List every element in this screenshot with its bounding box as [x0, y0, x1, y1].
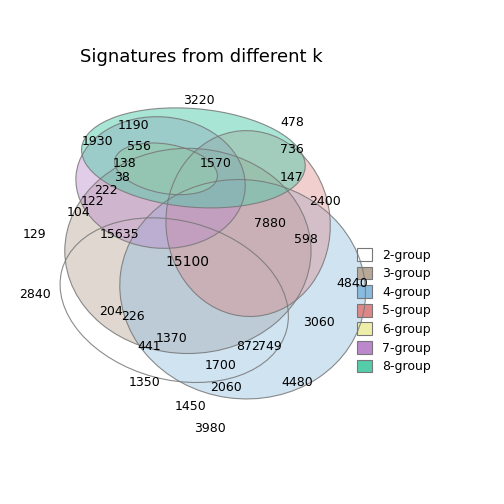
Text: 222: 222	[94, 184, 117, 197]
Ellipse shape	[120, 179, 365, 399]
Text: 138: 138	[113, 157, 137, 170]
Text: 3060: 3060	[303, 316, 335, 329]
Text: 556: 556	[127, 141, 151, 153]
Text: 4840: 4840	[336, 277, 368, 290]
Text: 1190: 1190	[117, 118, 149, 132]
Text: 38: 38	[114, 170, 130, 183]
Text: 1370: 1370	[156, 332, 187, 345]
Text: 1350: 1350	[129, 376, 160, 389]
Text: 204: 204	[99, 304, 123, 318]
Text: 441: 441	[138, 340, 161, 353]
Text: 2060: 2060	[210, 381, 242, 394]
Text: 1450: 1450	[175, 400, 207, 413]
Ellipse shape	[114, 143, 217, 195]
Text: 3980: 3980	[194, 422, 226, 435]
Text: 7880: 7880	[254, 217, 286, 230]
Ellipse shape	[60, 218, 288, 383]
Text: 478: 478	[280, 116, 304, 129]
Text: 226: 226	[121, 310, 145, 323]
Text: 3220: 3220	[183, 94, 215, 107]
Ellipse shape	[65, 148, 311, 353]
Text: 15635: 15635	[100, 228, 139, 241]
Text: 122: 122	[80, 195, 104, 208]
Ellipse shape	[82, 108, 305, 208]
Text: 2840: 2840	[19, 288, 50, 301]
Text: 1570: 1570	[200, 157, 231, 170]
Legend: 2-group, 3-group, 4-group, 5-group, 6-group, 7-group, 8-group: 2-group, 3-group, 4-group, 5-group, 6-gr…	[353, 244, 434, 377]
Title: Signatures from different k: Signatures from different k	[80, 48, 323, 66]
Text: 147: 147	[280, 170, 304, 183]
Ellipse shape	[166, 131, 330, 317]
Text: 872: 872	[236, 340, 260, 353]
Text: 4480: 4480	[282, 376, 313, 389]
Text: 749: 749	[258, 340, 282, 353]
Text: 1930: 1930	[82, 135, 113, 148]
Text: 1700: 1700	[205, 359, 237, 372]
Text: 129: 129	[23, 228, 46, 241]
Text: 15100: 15100	[166, 255, 210, 269]
Text: 736: 736	[280, 143, 304, 156]
Text: 104: 104	[67, 206, 90, 219]
Text: 2400: 2400	[309, 195, 341, 208]
Ellipse shape	[76, 117, 245, 248]
Text: 598: 598	[294, 233, 318, 246]
